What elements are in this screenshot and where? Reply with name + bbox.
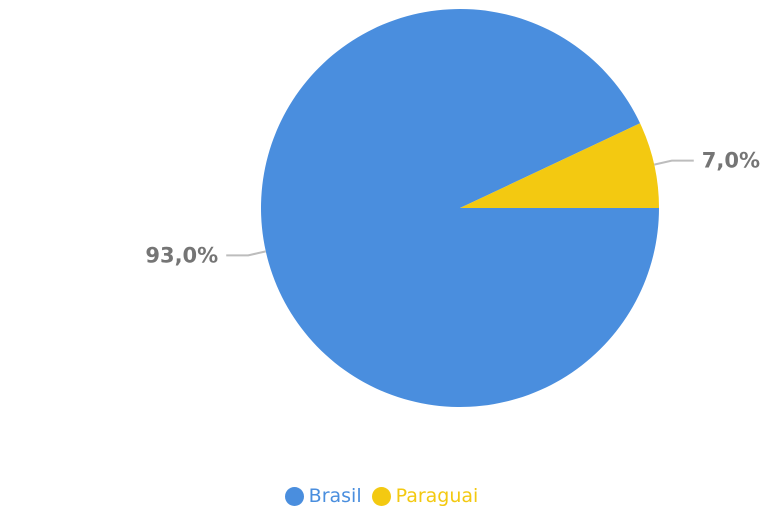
legend: Brasil Paraguai [0, 485, 763, 507]
pie-slice-brasil[interactable] [261, 8, 659, 407]
legend-swatch-brasil [284, 486, 304, 506]
legend-label-brasil: Brasil [308, 485, 362, 507]
legend-entry-brasil[interactable]: Brasil [284, 485, 362, 507]
pie-slice-paraguai[interactable] [460, 123, 659, 208]
legend-label-paraguai: Paraguai [395, 485, 479, 507]
data-label-brasil: 93,0% [145, 243, 218, 267]
leader-line-paraguai [653, 159, 694, 166]
data-label-paraguai: 7,0% [702, 149, 760, 173]
legend-swatch-paraguai [371, 486, 391, 506]
legend-entry-paraguai[interactable]: Paraguai [371, 485, 479, 507]
pie-chart-svg: 93,0% 7,0% [145, 8, 760, 407]
leader-line-brasil [226, 250, 267, 257]
